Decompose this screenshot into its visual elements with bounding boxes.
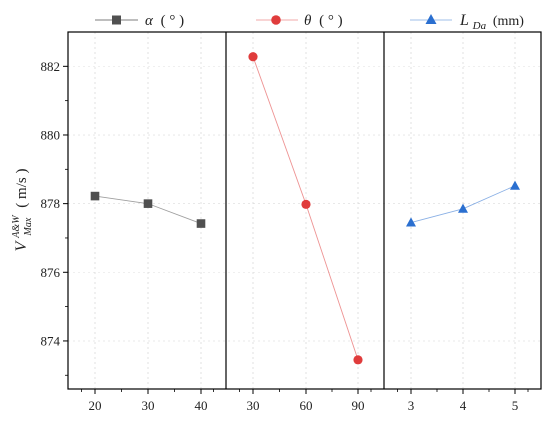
x-tick-label: 30 <box>247 398 260 413</box>
legend-marker-lda <box>425 14 437 24</box>
legend-label-theta: θ ( ° ) <box>304 13 343 29</box>
y-tick-label: 878 <box>41 196 61 211</box>
legend: α ( ° ) θ ( ° ) L Da (mm) <box>95 12 524 33</box>
data-point <box>196 219 206 228</box>
grid <box>68 32 541 389</box>
legend-sub-lda: Da <box>472 20 487 32</box>
data-point <box>510 180 520 190</box>
x-tick-label: 20 <box>89 398 102 413</box>
y-tick-label: 880 <box>41 127 61 142</box>
y-axis-label-symbol: V <box>13 239 30 251</box>
legend-marker-theta <box>271 15 281 25</box>
y-axis-label-subscript: Max <box>23 217 34 236</box>
legend-symbol-alpha: α <box>145 13 154 29</box>
legend-unit-alpha: ( ° ) <box>161 13 185 29</box>
x-tick-label: 4 <box>460 398 467 413</box>
legend-symbol-theta: θ <box>304 13 312 29</box>
y-tick-label: 876 <box>41 265 61 280</box>
y-axis-label-unit: ( m/s ) <box>14 169 30 208</box>
x-tick-label: 40 <box>195 398 208 413</box>
legend-label-alpha: α ( ° ) <box>145 13 184 29</box>
legend-label-lda: L Da (mm) <box>459 12 524 33</box>
x-tick-label: 3 <box>408 398 415 413</box>
y-axis-label: V A&W Max ( m/s ) <box>6 169 35 252</box>
data-point <box>406 217 416 227</box>
y-axis-label-superscript: A&W <box>11 214 22 239</box>
data-point <box>458 203 468 213</box>
plot-border <box>67 31 542 390</box>
x-tick-label: 60 <box>300 398 313 413</box>
legend-item-lda: L Da (mm) <box>410 12 524 33</box>
y-tick-label: 882 <box>41 59 61 74</box>
plot-frame <box>67 31 542 390</box>
legend-marker-alpha <box>112 15 121 25</box>
legend-unit-theta: ( ° ) <box>319 13 343 29</box>
y-tick-label: 874 <box>41 333 61 348</box>
x-tick-label: 30 <box>142 398 155 413</box>
x-tick-label: 5 <box>512 398 519 413</box>
legend-unit-lda: (mm) <box>493 14 524 29</box>
y-axis-label-text: V A&W Max ( m/s ) <box>6 169 35 252</box>
data-point <box>353 355 363 365</box>
x-tick-label: 90 <box>352 398 365 413</box>
data-point <box>90 191 100 201</box>
legend-symbol-lda: L <box>459 12 469 29</box>
data-point <box>301 199 311 209</box>
axis-ticks: 874 876 878 880 882 20 30 40 30 60 90 3 4 5 <box>41 59 529 413</box>
data-series <box>90 52 520 365</box>
data-point <box>143 199 153 208</box>
legend-item-alpha: α ( ° ) <box>95 13 184 29</box>
legend-item-theta: θ ( ° ) <box>256 13 343 29</box>
data-point <box>248 52 258 62</box>
